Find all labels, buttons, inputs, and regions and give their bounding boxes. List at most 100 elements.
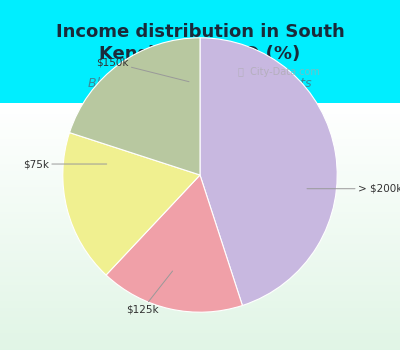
- Bar: [0, 272, 400, 273]
- Bar: [0, 143, 400, 144]
- Bar: [0, 188, 400, 190]
- Bar: [0, 323, 400, 324]
- Bar: [0, 133, 400, 134]
- Bar: [0, 254, 400, 255]
- Bar: [0, 267, 400, 268]
- Bar: [0, 192, 400, 193]
- Bar: [0, 228, 400, 229]
- Text: $125k: $125k: [126, 271, 172, 314]
- Bar: [0, 220, 400, 222]
- Bar: [0, 213, 400, 214]
- Wedge shape: [106, 175, 242, 312]
- Bar: [0, 116, 400, 117]
- Bar: [0, 166, 400, 167]
- Bar: [0, 284, 400, 285]
- Bar: [0, 343, 400, 344]
- Bar: [0, 233, 400, 234]
- Bar: [0, 202, 400, 203]
- Bar: [0, 218, 400, 219]
- Bar: [0, 276, 400, 277]
- Bar: [0, 345, 400, 346]
- Bar: [0, 335, 400, 336]
- Bar: [0, 275, 400, 276]
- Bar: [0, 309, 400, 310]
- Bar: [0, 186, 400, 187]
- Bar: [0, 271, 400, 272]
- Bar: [0, 338, 400, 339]
- Bar: [0, 108, 400, 110]
- Bar: [0, 280, 400, 281]
- Text: $150k: $150k: [96, 57, 189, 82]
- Bar: [0, 161, 400, 162]
- Bar: [0, 117, 400, 118]
- Bar: [0, 123, 400, 124]
- Bar: [0, 260, 400, 261]
- Bar: [0, 195, 400, 196]
- Bar: [0, 141, 400, 143]
- Bar: [0, 292, 400, 293]
- Bar: [0, 306, 400, 307]
- Bar: [0, 246, 400, 247]
- Bar: [0, 190, 400, 191]
- Bar: [0, 241, 400, 243]
- Bar: [0, 124, 400, 125]
- Bar: [0, 139, 400, 140]
- Bar: [0, 317, 400, 318]
- Bar: [0, 244, 400, 245]
- Bar: [0, 119, 400, 120]
- Bar: [0, 324, 400, 326]
- Bar: [0, 307, 400, 308]
- Wedge shape: [200, 38, 337, 306]
- Bar: [0, 129, 400, 131]
- Bar: [0, 336, 400, 338]
- Bar: [0, 339, 400, 340]
- Bar: [0, 346, 400, 348]
- Bar: [0, 206, 400, 207]
- Bar: [0, 251, 400, 253]
- Bar: [0, 138, 400, 139]
- Bar: [0, 340, 400, 341]
- Bar: [0, 333, 400, 334]
- Bar: [0, 191, 400, 192]
- Bar: [0, 281, 400, 282]
- Bar: [0, 224, 400, 225]
- Bar: [0, 289, 400, 291]
- Bar: [0, 113, 400, 114]
- Bar: [0, 312, 400, 313]
- Bar: [0, 199, 400, 201]
- Text: $75k: $75k: [23, 159, 107, 169]
- Bar: [0, 237, 400, 238]
- Bar: [0, 151, 400, 153]
- Bar: [0, 232, 400, 233]
- Bar: [0, 204, 400, 206]
- Bar: [0, 240, 400, 241]
- Bar: [0, 145, 400, 146]
- Bar: [0, 225, 400, 227]
- Bar: [0, 243, 400, 244]
- Bar: [0, 185, 400, 186]
- Bar: [0, 183, 400, 185]
- Bar: [0, 268, 400, 270]
- Bar: [0, 320, 400, 322]
- Bar: [0, 219, 400, 220]
- Bar: [0, 149, 400, 150]
- Bar: [0, 328, 400, 329]
- Bar: [0, 182, 400, 183]
- Bar: [0, 330, 400, 331]
- Bar: [0, 285, 400, 286]
- Bar: [0, 203, 400, 204]
- Bar: [0, 299, 400, 301]
- Bar: [0, 175, 400, 176]
- Bar: [0, 135, 400, 137]
- Bar: [0, 273, 400, 275]
- Bar: [0, 277, 400, 279]
- Bar: [0, 279, 400, 280]
- Bar: [0, 287, 400, 288]
- Bar: [0, 158, 400, 159]
- Bar: [0, 349, 400, 350]
- Bar: [0, 106, 400, 107]
- Bar: [0, 239, 400, 240]
- Bar: [0, 171, 400, 172]
- Bar: [0, 302, 400, 303]
- Bar: [0, 196, 400, 197]
